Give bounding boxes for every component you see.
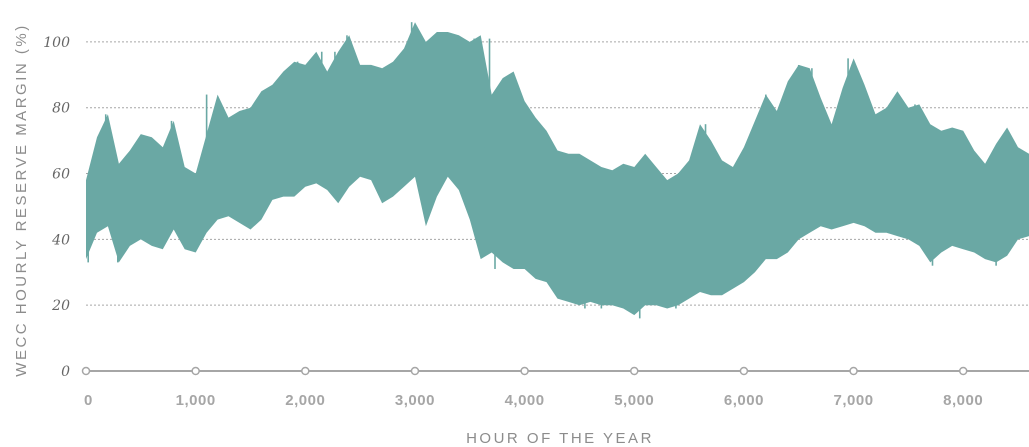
x-tick-dot: [81, 366, 91, 376]
x-tick-dot: [849, 366, 858, 376]
x-tick-label: 3,000: [395, 392, 435, 409]
x-tick-dot: [301, 366, 310, 376]
y-tick-label: 20: [51, 298, 70, 314]
x-tick-label: 6,000: [724, 392, 764, 409]
x-tick-label: 1,000: [176, 392, 216, 409]
x-tick-dot: [520, 366, 529, 376]
y-axis-ticks: 0 20 40 60 80 100: [43, 35, 70, 380]
y-axis-title: WECC HOURLY RESERVE MARGIN (%): [13, 23, 30, 376]
x-tick-dot: [410, 366, 420, 376]
x-axis-title: HOUR OF THE YEAR: [466, 430, 654, 447]
y-tick-label: 60: [52, 167, 70, 183]
x-tick-dot: [739, 366, 749, 376]
x-tick-label: 0: [84, 392, 93, 409]
series-area: [86, 22, 1029, 319]
x-tick-dot: [191, 366, 200, 376]
y-tick-label: 80: [52, 101, 70, 117]
y-tick-label: 100: [43, 35, 70, 51]
x-tick-dot: [958, 366, 968, 376]
y-tick-label: 0: [61, 364, 70, 380]
x-tick-label: 4,000: [505, 392, 545, 409]
x-tick-label: 8,000: [943, 392, 983, 409]
x-axis-ticks: 0 1,000 2,000 3,000 4,000 5,000 6,000 7,000 8,00…: [81, 366, 983, 409]
x-tick-dot: [630, 366, 639, 376]
x-tick-label: 7,000: [834, 392, 874, 409]
series-band: [86, 22, 1029, 316]
x-tick-label: 5,000: [614, 392, 654, 409]
x-tick-label: 2,000: [285, 392, 325, 409]
y-tick-label: 40: [51, 232, 70, 248]
